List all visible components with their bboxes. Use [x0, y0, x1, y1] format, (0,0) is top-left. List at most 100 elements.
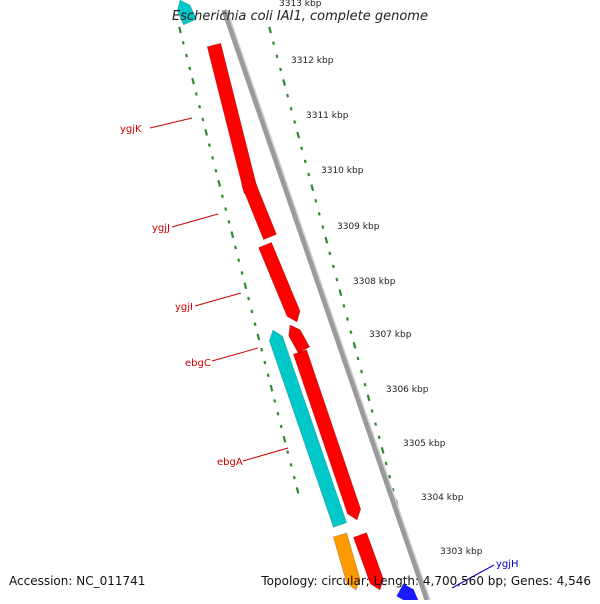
outer-track-tick — [256, 333, 261, 341]
gene-label: ygjJ — [152, 223, 170, 234]
scale-label: 3308 kbp — [353, 277, 396, 287]
outer-track-tick — [198, 104, 202, 109]
inner-track-tick — [370, 409, 374, 413]
inner-track-tick — [366, 394, 371, 402]
outer-track-tick — [181, 40, 185, 45]
gene-label: ygjH — [496, 559, 519, 570]
gene-cyan-top — [177, 0, 197, 26]
inner-track-tick — [282, 79, 286, 86]
inner-track-tick — [293, 120, 297, 124]
inner-track-tick — [310, 184, 315, 192]
inner-track-tick — [272, 41, 275, 45]
scale-label: 3312 kbp — [291, 56, 334, 66]
gene-label: ebgC — [185, 358, 211, 369]
gene-orange — [332, 532, 361, 591]
inner-track-tick — [360, 369, 363, 374]
inner-track-tick — [324, 236, 329, 244]
gene-label: ygjK — [120, 124, 142, 135]
outer-track-tick — [201, 117, 205, 122]
inner-track-tick — [328, 251, 332, 256]
inner-track-tick — [356, 356, 360, 361]
scale-label: 3313 kbp — [279, 0, 322, 9]
outer-track-tick — [260, 347, 264, 352]
inner-track-tick — [321, 225, 325, 229]
inner-track-tick — [342, 304, 346, 308]
gene-label: ebgA — [217, 457, 243, 468]
outer-track-tick — [240, 271, 244, 275]
gene-ygjJ — [241, 174, 277, 241]
outer-track-tick — [276, 411, 280, 416]
scale-label: 3306 kbp — [386, 385, 429, 395]
accession-text: Accession: NC_011741 — [9, 574, 146, 588]
gene-ygjI — [258, 241, 301, 323]
gene-label-leader — [149, 117, 193, 129]
inner-track-tick — [374, 422, 378, 426]
genome-title: Escherichia coli IAI1, complete genome — [172, 9, 428, 24]
scale-labels: 3313 kbp 3312 kbp 3311 kbp 3310 kbp 3309 kbp… — [279, 0, 483, 557]
outer-track-tick — [234, 245, 237, 250]
outer-track-tick — [253, 322, 257, 326]
gene-label-leader — [171, 213, 219, 228]
outer-track-tick — [220, 194, 224, 199]
inner-track-tick — [352, 341, 357, 349]
outer-track-tick — [279, 424, 283, 429]
outer-track-tick — [227, 220, 231, 224]
outer-track-tick — [247, 296, 251, 301]
inner-track-tick — [384, 461, 388, 466]
inner-track-tick — [331, 264, 335, 269]
gene-small-red — [288, 324, 311, 354]
outer-track-tick — [217, 180, 222, 187]
outer-track-tick — [211, 156, 215, 160]
scale-label: 3310 kbp — [321, 166, 364, 176]
scale-label: 3311 kbp — [306, 111, 349, 121]
gene-label-leader — [211, 347, 259, 362]
outer-track-tick — [207, 143, 211, 147]
outer-track-tick — [263, 360, 267, 365]
inner-track-tick — [388, 474, 392, 479]
inner-track-tick — [377, 435, 381, 440]
inner-track-tick — [363, 382, 367, 387]
gene-label-leader — [194, 292, 242, 307]
outer-track-tick — [282, 435, 287, 443]
outer-track-tick — [214, 168, 218, 173]
gene-label-leaders: ygjK ygjJ ygjI ebgC ebgA ygjH — [120, 117, 519, 589]
outer-track-tick — [237, 258, 241, 263]
inner-track-tick — [300, 146, 304, 151]
outer-track-tick — [194, 92, 198, 96]
inner-track-tick — [349, 330, 353, 334]
inner-track-tick — [296, 131, 301, 139]
outer-track-tick — [289, 463, 293, 467]
scale-label: 3305 kbp — [403, 439, 446, 449]
outer-track-tick — [273, 399, 277, 403]
gene-label: ygjI — [175, 302, 193, 313]
inner-track-tick — [307, 172, 311, 177]
backbone — [221, 9, 431, 601]
inner-track-tick — [289, 106, 293, 111]
gene-features — [177, 0, 419, 603]
gene-ebgC-ebgA — [268, 329, 348, 528]
gene-label-leader — [451, 564, 495, 589]
outer-track-tick — [230, 231, 235, 239]
gene-ygjK — [206, 42, 258, 201]
inner-track-tick — [275, 54, 279, 59]
outer-track-tick — [292, 475, 296, 480]
scale-label: 3307 kbp — [369, 330, 412, 340]
outer-track-tick — [204, 128, 208, 136]
inner-track-tick — [317, 212, 321, 216]
scale-label: 3304 kbp — [421, 493, 464, 503]
inner-track-tick — [279, 67, 283, 72]
backbone-highlight — [226, 9, 431, 601]
outer-track-tick — [185, 53, 188, 58]
backbone-line — [221, 9, 430, 601]
inner-track-tick — [286, 93, 290, 98]
outer-track-tick — [286, 450, 290, 454]
outer-track-tick — [243, 282, 248, 290]
scale-label: 3303 kbp — [440, 547, 483, 557]
gene-label-leader — [242, 447, 289, 462]
scale-label: 3309 kbp — [337, 222, 380, 232]
gene-red-long — [292, 349, 362, 521]
outer-track-tick — [295, 487, 300, 494]
outer-track-tick — [269, 384, 274, 392]
